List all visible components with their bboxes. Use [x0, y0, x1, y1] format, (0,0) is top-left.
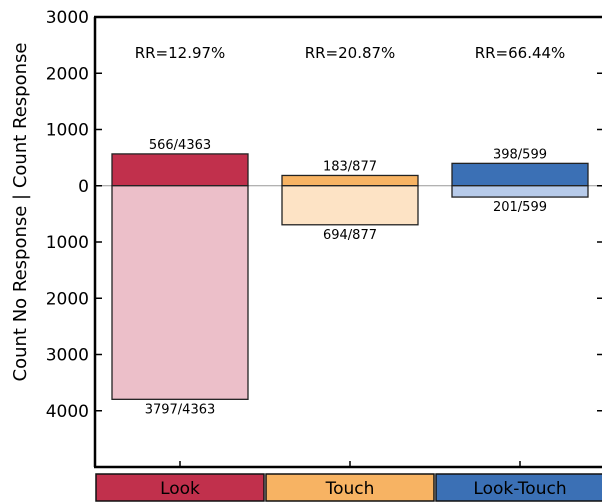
plot-area: 566/4363 183/877 398/599 3797/4363 694/877 20…	[10, 8, 602, 502]
bar-no-response-look	[111, 185, 249, 400]
data-label: 694/877	[323, 228, 377, 243]
data-label: 398/599	[493, 147, 547, 162]
y-tick-label: 3000	[46, 346, 89, 366]
y-tick-label: 0	[78, 177, 89, 197]
category-band-look-touch	[435, 473, 602, 502]
rr-annotation: RR=66.44%	[475, 44, 566, 62]
bar-no-response-look-touch	[451, 185, 589, 198]
data-label: 566/4363	[149, 138, 211, 153]
y-tick-label: 3000	[46, 8, 89, 28]
rr-annotation: RR=12.97%	[135, 44, 226, 62]
data-label: 201/599	[493, 200, 547, 215]
bar-response-touch	[281, 174, 419, 187]
y-tick-label: 1000	[46, 121, 89, 141]
bar-response-look-touch	[451, 162, 589, 187]
bar-response-look	[111, 153, 249, 187]
data-label: 183/877	[323, 159, 377, 174]
y-tick-label: 1000	[46, 233, 89, 253]
y-tick-label: 4000	[46, 402, 89, 422]
data-label: 3797/4363	[145, 402, 216, 417]
y-tick-label: 2000	[46, 64, 89, 84]
category-label: Touch	[325, 479, 375, 499]
y-tick-label: 2000	[46, 289, 89, 309]
category-label: Look	[160, 479, 200, 499]
category-label: Look-Touch	[473, 479, 566, 499]
y-axis-label: Count No Response | Count Response	[10, 43, 31, 382]
bar-no-response-touch	[281, 185, 419, 226]
category-band-look	[95, 473, 265, 502]
category-band-touch	[265, 473, 435, 502]
rr-annotation: RR=20.87%	[305, 44, 396, 62]
